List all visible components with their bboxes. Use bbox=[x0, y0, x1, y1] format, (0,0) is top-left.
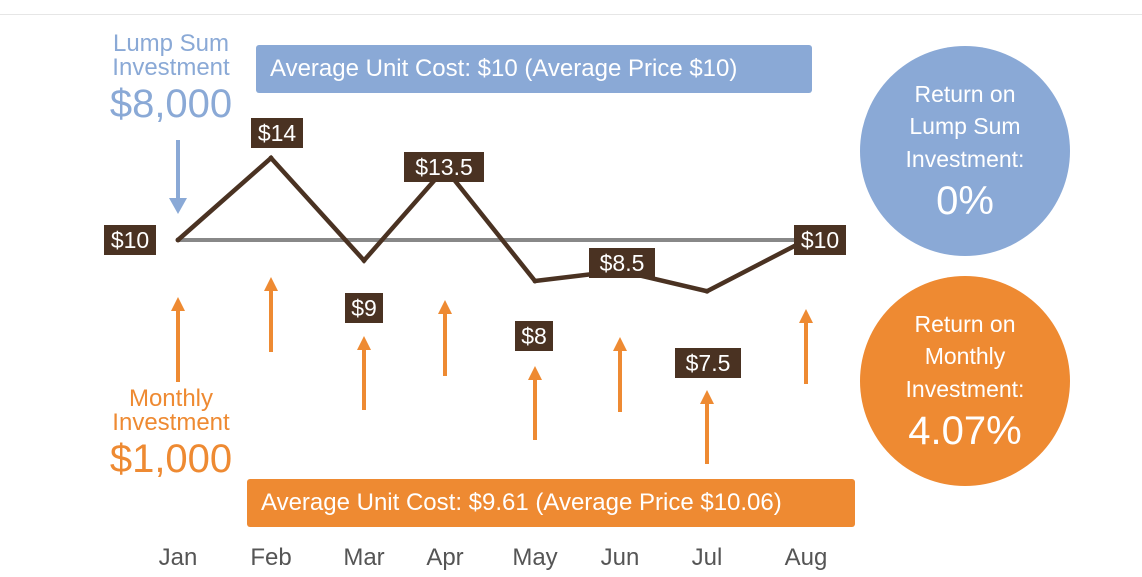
x-tick-label-jun: Jun bbox=[601, 544, 640, 571]
price-point-jul bbox=[704, 288, 710, 294]
data-label-bg-jan bbox=[104, 225, 156, 255]
monthly-return-value: 4.07% bbox=[908, 408, 1022, 453]
monthly-arrow-head-may bbox=[528, 366, 542, 380]
monthly-amount: $1,000 bbox=[109, 437, 233, 481]
data-label-bg-jun bbox=[589, 248, 655, 278]
x-tick-label-feb: Feb bbox=[250, 544, 291, 571]
lump-sum-return-value: 0% bbox=[936, 178, 994, 223]
lump-sum-average-banner: Average Unit Cost: $10 (Average Price $1… bbox=[256, 45, 812, 93]
x-tick-label-may: May bbox=[512, 544, 557, 571]
data-label-jul: $7.5 bbox=[686, 350, 731, 376]
data-label-aug: $10 bbox=[801, 227, 839, 253]
price-point-jan bbox=[175, 237, 181, 243]
monthly-label-line2: Investment bbox=[112, 409, 230, 436]
monthly-arrow-head-aug bbox=[799, 309, 813, 323]
lump-sum-amount: $8,000 bbox=[109, 82, 233, 126]
monthly-arrow-head-apr bbox=[438, 300, 452, 314]
x-tick-label-aug: Aug bbox=[785, 544, 828, 571]
data-label-apr: $13.5 bbox=[415, 154, 473, 180]
monthly-arrow-head-jul bbox=[700, 390, 714, 404]
data-label-bg-feb bbox=[251, 118, 303, 148]
data-label-bg-aug bbox=[794, 225, 846, 255]
data-label-jun: $8.5 bbox=[600, 250, 645, 276]
data-label-bg-may bbox=[515, 321, 553, 351]
price-series-line bbox=[176, 154, 808, 294]
lump-sum-label-line1: Lump Sum bbox=[112, 30, 230, 57]
monthly-arrow-head-jan bbox=[171, 297, 185, 311]
lump-sum-label: Lump Sum Investment $8,000 bbox=[96, 30, 246, 126]
data-label-bg-jul bbox=[675, 348, 741, 378]
data-label-feb: $14 bbox=[258, 120, 297, 146]
price-point-mar bbox=[361, 258, 367, 263]
monthly-average-banner: Average Unit Cost: $9.61 (Average Price … bbox=[247, 479, 855, 527]
price-point-feb bbox=[268, 155, 274, 161]
monthly-arrow-head-feb bbox=[264, 277, 278, 291]
x-tick-label-mar: Mar bbox=[343, 544, 384, 571]
lump-sum-return-circle: Return on Lump Sum Investment: 0% bbox=[860, 46, 1070, 256]
monthly-return-circle: Return on Monthly Investment: 4.07% bbox=[860, 276, 1070, 486]
data-label-bg-mar bbox=[345, 293, 383, 323]
monthly-arrow-head-jun bbox=[613, 337, 627, 351]
x-tick-label-jul: Jul bbox=[692, 544, 723, 571]
data-label-mar: $9 bbox=[351, 295, 377, 321]
lump-sum-label-line2: Investment bbox=[112, 54, 230, 81]
data-label-jan: $10 bbox=[111, 227, 149, 253]
data-label-bg-apr bbox=[404, 152, 484, 182]
monthly-arrow-head-mar bbox=[357, 336, 371, 350]
monthly-return-title: Return on Monthly Investment: bbox=[905, 311, 1025, 402]
price-point-may bbox=[532, 278, 538, 284]
x-tick-label-jan: Jan bbox=[159, 544, 198, 571]
lump-sum-return-title: Return on Lump Sum Investment: bbox=[905, 81, 1025, 172]
data-label-may: $8 bbox=[521, 323, 547, 349]
x-tick-label-apr: Apr bbox=[426, 544, 463, 571]
monthly-investment-label: Monthly Investment $1,000 bbox=[96, 385, 246, 481]
lump-sum-arrow-head bbox=[169, 198, 187, 214]
top-divider bbox=[0, 14, 1142, 15]
monthly-label-line1: Monthly bbox=[128, 385, 214, 412]
